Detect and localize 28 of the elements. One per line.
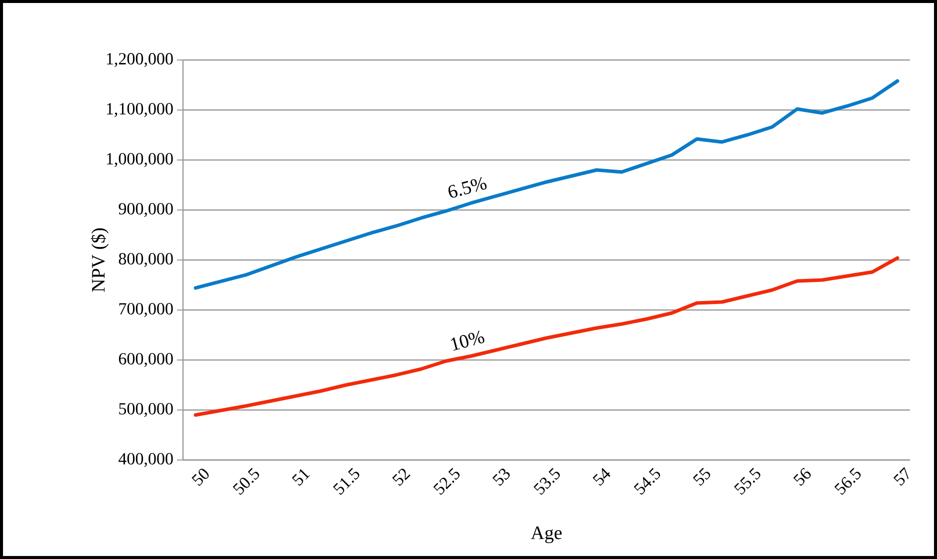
x-tick-label: 53 (492, 468, 510, 486)
y-tick-label: 1,200,000 (106, 53, 173, 67)
y-tick-label: 800,000 (118, 253, 173, 267)
y-tick-label: 700,000 (119, 303, 173, 317)
y-axis-title: NPV ($) (90, 228, 109, 292)
y-tick-label: 900,000 (118, 203, 173, 217)
x-tick-label: 54 (592, 468, 610, 486)
x-axis-title: Age (530, 526, 562, 544)
y-tick-label: 600,000 (118, 353, 173, 367)
x-tick-label: 53.5 (534, 468, 560, 495)
x-tick-label: 55 (692, 468, 710, 486)
text: 6.5% (448, 176, 487, 198)
x-tick-label: 57 (893, 467, 909, 486)
y-tick-label: 500,000 (119, 403, 173, 417)
text: 10% (450, 330, 484, 351)
x-tick-label: 51 (292, 469, 310, 486)
x-tick-label: 50 (192, 468, 209, 486)
x-tick-label: 52 (392, 468, 410, 486)
x-tick-label: 54.5 (634, 468, 660, 495)
y-tick-label: 1,100,000 (106, 103, 173, 117)
x-tick-label: 51.5 (333, 468, 360, 495)
x-tick-label: 56 (793, 468, 811, 486)
y-tick-label: 400,000 (118, 453, 173, 467)
x-tick-label: 50.5 (232, 468, 260, 495)
x-tick-label: 55.5 (734, 468, 760, 495)
y-tick-label: 1,000,000 (106, 153, 173, 167)
x-tick-label: 56.5 (834, 468, 861, 495)
x-tick-label: 52.5 (433, 468, 460, 495)
